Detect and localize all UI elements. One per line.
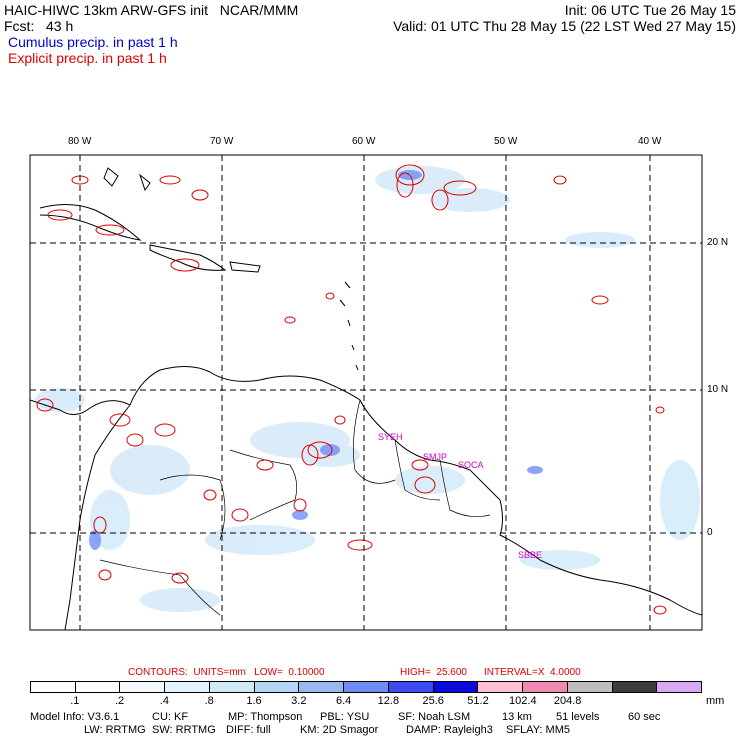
colorbar-tick-label: .2 bbox=[115, 695, 125, 707]
model-info-item: SFLAY: MM5 bbox=[506, 724, 570, 736]
model-info-item: DIFF: full bbox=[226, 724, 271, 736]
init-time: Init: 06 UTC Tue 26 May 15 bbox=[564, 2, 736, 18]
colorbar-tick-label: 12.8 bbox=[377, 695, 400, 707]
colorbar-tick-label: .8 bbox=[204, 695, 214, 707]
lat-lon-grid bbox=[30, 155, 702, 630]
colorbar-tick-label: 102.4 bbox=[509, 695, 537, 707]
lat-label: 20 N bbox=[707, 237, 729, 248]
forecast-hour: Fcst: 43 h bbox=[4, 18, 74, 34]
colorbar-tick-label: .1 bbox=[70, 695, 80, 707]
colorbar-segment bbox=[31, 682, 76, 692]
model-info-item: 60 sec bbox=[628, 711, 661, 723]
lon-label: 60 W bbox=[352, 136, 376, 147]
valid-time: Valid: 01 UTC Thu 28 May 15 (22 LST Wed … bbox=[393, 18, 736, 34]
lon-label: 40 W bbox=[638, 136, 662, 147]
model-info-item: MP: Thompson bbox=[228, 711, 303, 723]
explicit-legend-label: Explicit precip. in past 1 h bbox=[8, 50, 167, 66]
colorbar-segment bbox=[478, 682, 524, 692]
lat-label: 10 N bbox=[707, 384, 729, 395]
station-label: SYEH bbox=[378, 432, 403, 442]
cumulus-legend-label: Cumulus precip. in past 1 h bbox=[8, 34, 178, 50]
contour-high: HIGH= 25.600 bbox=[400, 667, 467, 678]
colorbar-tick-label: 3.2 bbox=[291, 695, 307, 707]
station-label: SBBE bbox=[518, 550, 543, 560]
model-info-item: 51 levels bbox=[556, 711, 600, 723]
cumulus-precip-shading bbox=[35, 166, 700, 612]
model-info-item: KM: 2D Smagor bbox=[300, 724, 379, 736]
colorbar-tick-label: 204.8 bbox=[553, 695, 582, 707]
station-label: SMJP bbox=[423, 452, 448, 462]
colorbar-segment bbox=[299, 682, 345, 692]
colorbar-segment bbox=[165, 682, 210, 692]
station-label: SOCA bbox=[458, 460, 484, 470]
colorbar-tick-label: 25.6 bbox=[422, 695, 444, 707]
model-info-item: SW: RRTMG bbox=[152, 724, 216, 736]
colorbar-units: mm bbox=[706, 695, 725, 707]
map-frame bbox=[29, 154, 703, 631]
colorbar-segment bbox=[75, 682, 121, 692]
precip-map bbox=[29, 154, 703, 631]
explicit-precip-contours bbox=[36, 164, 667, 615]
plot-title: HAIC-HIWC 13km ARW-GFS init NCAR/MMM bbox=[4, 2, 299, 18]
lon-label: 50 W bbox=[494, 136, 518, 147]
colorbar-segment bbox=[657, 682, 702, 692]
colorbar-segment bbox=[523, 682, 568, 692]
colorbar-tick-label: 6.4 bbox=[335, 695, 352, 707]
model-info-item: 13 km bbox=[502, 711, 532, 723]
colorbar-tick-label: 1.6 bbox=[246, 695, 262, 707]
contour-units: CONTOURS: UNITS=mm LOW= 0.10000 bbox=[128, 667, 325, 678]
colorbar bbox=[30, 681, 702, 693]
colorbar-segment bbox=[209, 682, 255, 692]
contour-interval: INTERVAL=X 4.0000 bbox=[484, 667, 581, 678]
model-info-item: CU: KF bbox=[152, 711, 189, 723]
colorbar-segment bbox=[254, 682, 300, 692]
cumulus-precip-heavy bbox=[89, 170, 543, 550]
colorbar-segment bbox=[120, 682, 166, 692]
model-info-item: SF: Noah LSM bbox=[398, 711, 471, 723]
lon-label: 80 W bbox=[68, 136, 92, 147]
model-info-item: PBL: YSU bbox=[320, 711, 370, 723]
lon-label: 70 W bbox=[210, 136, 234, 147]
colorbar-tick-label: 51.2 bbox=[467, 695, 489, 707]
colorbar-segment bbox=[388, 682, 434, 692]
lat-label: 0 bbox=[707, 527, 713, 538]
colorbar-segment bbox=[433, 682, 479, 692]
colorbar-segment bbox=[612, 682, 658, 692]
model-info-item: Model Info: V3.6.1 bbox=[30, 711, 120, 723]
colorbar-tick-label: .4 bbox=[159, 695, 169, 707]
colorbar-segment bbox=[344, 682, 389, 692]
model-info-item: LW: RRTMG bbox=[84, 724, 146, 736]
colorbar-segment bbox=[567, 682, 613, 692]
model-info-item: DAMP: Rayleigh3 bbox=[406, 724, 493, 736]
country-borders bbox=[99, 399, 491, 616]
